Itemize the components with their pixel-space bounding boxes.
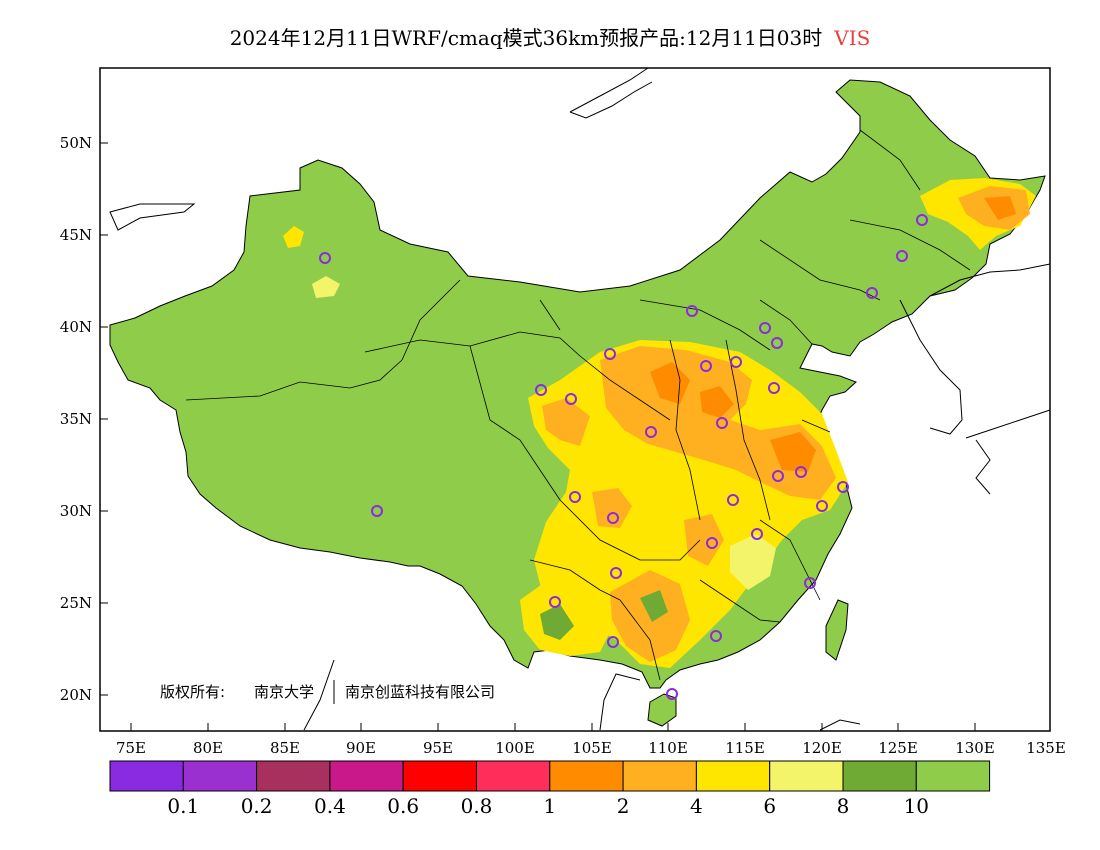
lat-label: 40N bbox=[60, 318, 92, 336]
zone-darkorange-northeast bbox=[984, 196, 1016, 220]
zone-yellow-central bbox=[528, 340, 848, 668]
frame-ticks bbox=[100, 142, 976, 731]
map-title: 2024年12月11日WRF/cmaq模式36km预报产品:12月11日03时 V… bbox=[0, 22, 1100, 51]
legend-label: 0.4 bbox=[314, 794, 346, 818]
lat-label: 50N bbox=[60, 134, 92, 152]
legend-swatch bbox=[476, 760, 551, 792]
zone-lightyellow-east bbox=[730, 534, 776, 590]
legend-label: 0.1 bbox=[167, 794, 199, 818]
zone-yellow-xinjiang-b bbox=[312, 276, 340, 298]
zone-orange-hunan bbox=[684, 514, 724, 566]
legend-swatch bbox=[182, 760, 258, 792]
taiwan-island bbox=[825, 599, 849, 661]
legend-label: 0.8 bbox=[461, 794, 493, 818]
legend-swatch bbox=[769, 760, 844, 792]
zone-orange-chongqing bbox=[592, 488, 632, 528]
legend-label: 10 bbox=[904, 794, 929, 818]
legend-swatch bbox=[695, 760, 771, 792]
lon-label: 95E bbox=[423, 739, 453, 757]
lon-label: 105E bbox=[572, 739, 612, 757]
lon-label: 80E bbox=[193, 739, 223, 757]
title-variable: VIS bbox=[834, 26, 871, 50]
lon-label: 120E bbox=[802, 739, 842, 757]
lon-label: 90E bbox=[346, 739, 376, 757]
copyright-org2: 南京创蓝科技有限公司 bbox=[345, 683, 495, 701]
province-borders bbox=[185, 129, 971, 681]
lat-labels: 50N 45N 40N 35N 30N 25N 20N bbox=[60, 134, 92, 704]
lat-label: 30N bbox=[60, 502, 92, 520]
lon-label: 100E bbox=[495, 739, 535, 757]
legend-swatch bbox=[109, 760, 184, 792]
lat-label: 25N bbox=[60, 594, 92, 612]
legend-label: 0.6 bbox=[387, 794, 419, 818]
zone-orange-sichuan bbox=[542, 398, 590, 446]
legend-swatch bbox=[256, 760, 331, 792]
legend-swatch bbox=[549, 760, 624, 792]
zone-darkorange-henan bbox=[700, 386, 734, 418]
station-markers bbox=[319, 214, 928, 700]
color-legend: 0.1 0.2 0.4 0.6 0.8 1 2 4 6 8 10 bbox=[109, 760, 991, 818]
legend-label: 2 bbox=[617, 794, 630, 818]
legend-swatch bbox=[402, 760, 478, 792]
lat-label: 45N bbox=[60, 226, 92, 244]
copyright-org1: 南京大学 bbox=[254, 683, 314, 701]
lat-label: 20N bbox=[60, 686, 92, 704]
zone-darkgreen-south bbox=[540, 604, 574, 640]
lon-label: 115E bbox=[725, 739, 765, 757]
lat-label: 35N bbox=[60, 410, 92, 428]
zone-yellow-xinjiang-a bbox=[283, 226, 304, 248]
hainan-island bbox=[647, 693, 677, 727]
zone-darkgreen-guangxi bbox=[640, 590, 668, 622]
legend-label: 8 bbox=[837, 794, 850, 818]
neighbor-borders bbox=[109, 67, 1051, 731]
lon-label: 85E bbox=[270, 739, 300, 757]
legend-label: 6 bbox=[763, 794, 776, 818]
legend-swatch bbox=[329, 760, 404, 792]
lon-label: 130E bbox=[955, 739, 995, 757]
legend-swatch bbox=[842, 760, 917, 792]
lon-labels: 75E 80E 85E 90E 95E 100E 105E 110E 115E … bbox=[116, 739, 1066, 757]
copyright-prefix: 版权所有: bbox=[160, 683, 225, 701]
legend-swatch bbox=[622, 760, 697, 792]
lon-label: 75E bbox=[116, 739, 146, 757]
legend-label: 4 bbox=[690, 794, 703, 818]
legend-label: 0.2 bbox=[241, 794, 273, 818]
zone-darkorange-shanxi bbox=[650, 362, 690, 404]
title-text: 2024年12月11日WRF/cmaq模式36km预报产品:12月11日03时 bbox=[229, 26, 823, 50]
lon-label: 135E bbox=[1026, 739, 1066, 757]
legend-label: 1 bbox=[543, 794, 556, 818]
copyright: 版权所有: 南京大学 南京创蓝科技有限公司 bbox=[160, 680, 495, 704]
lon-label: 125E bbox=[878, 739, 918, 757]
legend-swatch bbox=[915, 760, 991, 792]
zone-darkorange-anhui bbox=[770, 432, 816, 472]
lon-label: 110E bbox=[648, 739, 688, 757]
